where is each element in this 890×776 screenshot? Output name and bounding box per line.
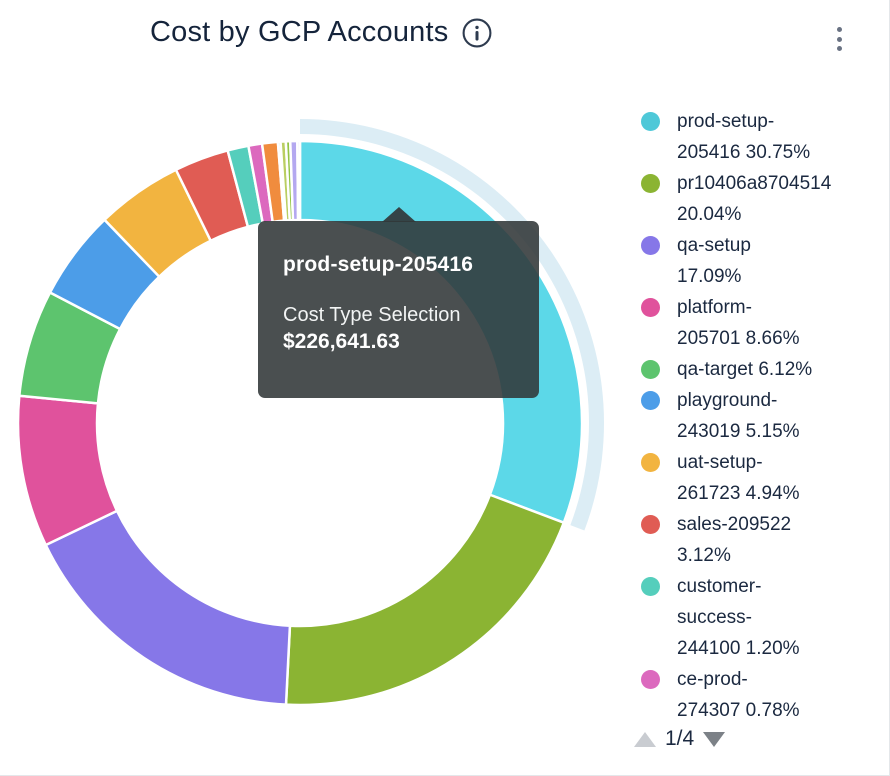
page-title: Cost by GCP Accounts [150,16,449,48]
legend-item[interactable]: qa-target 6.12% [636,354,882,385]
legend-color-dot [641,391,660,410]
legend-label: platform- 205701 8.66% [677,297,800,349]
legend-item[interactable]: ce-prod- 274307 0.78% [636,664,882,718]
legend-color-dot [641,112,660,131]
pie-segment[interactable] [296,139,302,222]
legend-label: qa-setup 17.09% [677,235,751,287]
pie-segment-pr10406a8704514[interactable] [284,493,566,707]
legend-color-dot [641,670,660,689]
legend-page-up-icon[interactable] [634,731,656,747]
legend-item[interactable]: prod-setup- 205416 30.75% [636,106,882,168]
legend-item[interactable]: pr10406a8704514 20.04% [636,168,882,230]
legend-label: prod-setup- 205416 30.75% [677,111,811,163]
info-icon[interactable] [462,18,492,48]
legend-label: sales-209522 3.12% [677,514,792,566]
legend-page-indicator: 1/4 [665,727,695,750]
pie-segment-qa-setup[interactable] [44,509,292,706]
legend-item[interactable]: playground- 243019 5.15% [636,385,882,447]
kebab-menu-icon[interactable] [831,22,847,56]
legend-color-dot [641,174,660,193]
legend-item[interactable]: customer- success- 244100 1.20% [636,571,882,664]
legend-label: ce-prod- 274307 0.78% [677,669,800,718]
legend-item[interactable]: sales-209522 3.12% [636,509,882,571]
legend-label: uat-setup- 261723 4.94% [677,452,800,504]
legend-item[interactable]: qa-setup 17.09% [636,230,882,292]
legend-color-dot [641,453,660,472]
legend-color-dot [641,577,660,596]
legend-item[interactable]: platform- 205701 8.66% [636,292,882,354]
chart-legend: prod-setup- 205416 30.75% pr10406a870451… [636,106,882,718]
legend-label: playground- 243019 5.15% [677,390,800,442]
legend-pagination: 1/4 [634,727,726,751]
legend-item[interactable]: uat-setup- 261723 4.94% [636,447,882,509]
pie-segment-prod-setup-205416[interactable] [298,139,584,524]
legend-color-dot [641,298,660,317]
legend-color-dot [641,360,660,379]
legend-label: customer- success- 244100 1.20% [677,576,800,659]
legend-label: qa-target 6.12% [677,359,813,380]
widget-header: Cost by GCP Accounts [0,0,889,70]
legend-color-dot [641,236,660,255]
legend-color-dot [641,515,660,534]
legend-page-down-icon[interactable] [703,731,726,747]
donut-chart [0,70,636,775]
legend-label: pr10406a8704514 20.04% [677,173,832,225]
